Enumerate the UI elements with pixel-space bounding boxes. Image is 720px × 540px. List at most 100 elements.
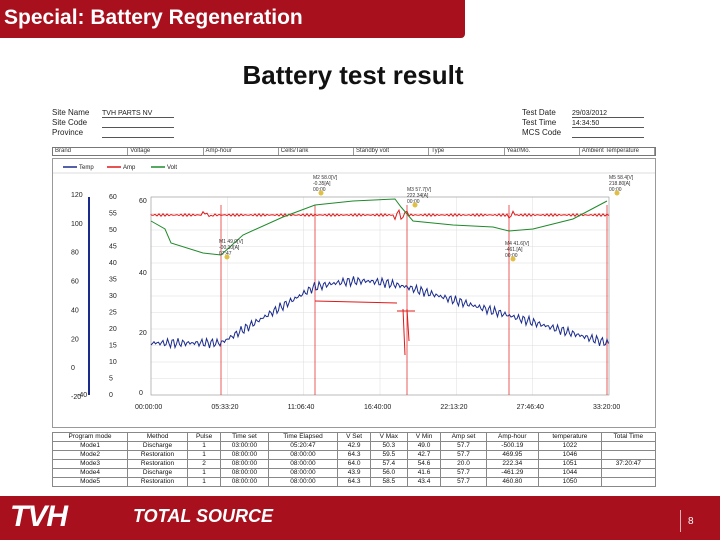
table-cell: 58.5 (369, 477, 408, 487)
title-bar: Special: Battery Regeneration (0, 0, 465, 38)
amp-tick-label: 40 (139, 270, 147, 277)
marker-dot (614, 190, 620, 196)
volt-tick-label: 25 (109, 310, 117, 317)
table-cell: Mode5 (51, 477, 129, 487)
table-cell: -500.19 (485, 441, 540, 451)
table-cell: Mode2 (51, 450, 129, 460)
table-header-cell: V Min (406, 432, 442, 442)
legend-label: Volt (167, 165, 177, 171)
volt-tick-label: 55 (109, 211, 117, 218)
table-cell (600, 450, 657, 460)
table-cell: 1044 (538, 468, 602, 478)
table-cell: 08:00:00 (220, 459, 269, 469)
table-cell: 08:00:00 (267, 468, 339, 478)
table-cell: Discharge (127, 468, 188, 478)
table-cell: 08:00:00 (267, 450, 339, 460)
table-cell: 469.95 (485, 450, 540, 460)
table-row: Mode5 Restoration 1 08:00:00 08:00:00 64.3 58.… (51, 477, 657, 487)
battery-chart: Temp Amp Volt 60 55 50 45 40 35 30 25 20 15 10 5 0 120 10… (52, 158, 656, 428)
x-tick-label: 27:46:40 (517, 404, 544, 411)
param-header: Cells/Tank (279, 148, 354, 155)
meta-row: Site Code (52, 118, 174, 128)
temp-tick-label: 20 (71, 336, 79, 343)
table-cell: 64.3 (337, 477, 371, 487)
table-cell: 43.4 (406, 477, 442, 487)
table-cell: Restoration (127, 459, 188, 469)
plot-area (150, 196, 610, 396)
table-header-cell: Amp-hour (485, 432, 540, 442)
table-cell: 1 (186, 477, 222, 487)
table-cell: Mode1 (51, 441, 129, 451)
meta-left: Site Name TVH PARTS NV Site Code Province (52, 108, 174, 138)
table-cell: 03:00:00 (220, 441, 269, 451)
volt-series-line (150, 198, 608, 256)
volt-tick-label: 35 (109, 277, 117, 284)
x-tick-label: 00:00:00 (135, 404, 162, 411)
table-cell: 08:00:00 (220, 477, 269, 487)
table-cell: 1022 (538, 441, 602, 451)
table-cell: 64.3 (337, 450, 371, 460)
volt-tick-label: 5 (109, 376, 113, 383)
table-cell: 37:20:47 (600, 459, 657, 469)
table-cell: 57.7 (440, 441, 487, 451)
table-header-cell: Program mode (51, 432, 129, 442)
meta-row: Test Date 29/03/2012 (522, 108, 644, 118)
table-cell (600, 477, 657, 487)
meta-row: Test Time 14:34:50 (522, 118, 644, 128)
table-cell: Restoration (127, 450, 188, 460)
table-cell: 57.7 (440, 450, 487, 460)
volt-tick-label: 0 (109, 392, 113, 399)
footer-bar (0, 496, 720, 540)
meta-row: Province (52, 128, 174, 138)
table-cell: 57.7 (440, 477, 487, 487)
x-tick-label: 33:20:00 (593, 404, 620, 411)
table-row: Mode3 Restoration 2 08:00:00 08:00:00 64.0 57.… (51, 459, 657, 469)
legend-label: Temp (79, 165, 94, 171)
table-header-cell: V Max (369, 432, 408, 442)
temp-series-line (150, 276, 609, 350)
table-cell: 1050 (538, 477, 602, 487)
table-header-cell: Time set (220, 432, 269, 442)
table-row: Mode4 Discharge 1 08:00:00 08:00:00 43.9 56.0 4… (51, 468, 657, 478)
param-header: Type (429, 148, 505, 155)
table-cell: 50.3 (369, 441, 408, 451)
marker-dot (318, 190, 324, 196)
marker-dot (510, 256, 516, 262)
table-cell: 08:00:00 (220, 450, 269, 460)
volt-tick-label: 60 (109, 194, 117, 201)
temp-tick-label: 120 (71, 192, 83, 199)
table-cell (600, 441, 657, 451)
volt-tick-label: 10 (109, 359, 117, 366)
table-cell: 54.6 (406, 459, 442, 469)
marker-dot (224, 254, 230, 260)
table-cell: 42.7 (406, 450, 442, 460)
amp-tick-label: 0 (139, 390, 143, 397)
table-cell: 43.9 (337, 468, 371, 478)
table-header-cell: Method (127, 432, 188, 442)
report-headline: Battery test result (242, 60, 464, 90)
chart-svg: Temp Amp Volt60555045403530252015105012010… (53, 165, 655, 411)
param-header: Ambient Temperature (580, 148, 655, 155)
table-cell: 56.0 (369, 468, 408, 478)
program-table: Program mode Method Pulse Time set Time Elap… (51, 432, 657, 487)
table-cell: -461.29 (485, 468, 540, 478)
table-cell: 1 (186, 450, 222, 460)
table-cell: 57.7 (440, 468, 487, 478)
table-header-row: Program mode Method Pulse Time set Time Elap… (51, 432, 657, 442)
tvh-logo: TVH (10, 500, 68, 533)
temp-tick-label: 80 (71, 250, 79, 257)
meta-row: Site Name TVH PARTS NV (52, 108, 174, 118)
amp-series-line (150, 208, 610, 221)
volt-tick-label: 30 (109, 293, 117, 300)
marker-dot (412, 202, 418, 208)
table-cell: 05:20:47 (267, 441, 339, 451)
table-row: Mode2 Restoration 1 08:00:00 08:00:00 64.3 59.… (51, 450, 657, 460)
table-cell: 2 (186, 459, 222, 469)
volt-tick-label: 45 (109, 244, 117, 251)
marker-annotation: M1 49.0[V] -00.10[A] 07:47 (219, 239, 244, 257)
table-cell: Restoration (127, 477, 188, 487)
amp-tick-label: 60 (139, 198, 147, 205)
meta-right: Test Date 29/03/2012 Test Time 14:34:50 MC… (522, 108, 644, 138)
table-cell: 41.6 (406, 468, 442, 478)
